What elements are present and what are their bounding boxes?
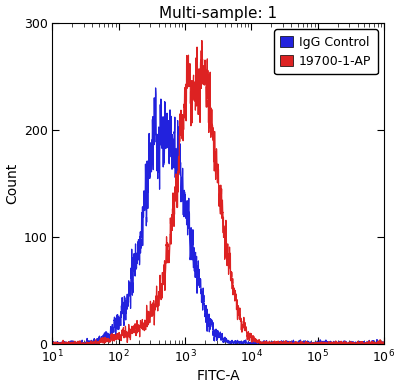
Y-axis label: Count: Count xyxy=(6,163,20,204)
X-axis label: FITC-A: FITC-A xyxy=(196,370,240,384)
Legend: IgG Control, 19700-1-AP: IgG Control, 19700-1-AP xyxy=(274,29,378,74)
Title: Multi-sample: 1: Multi-sample: 1 xyxy=(159,5,277,21)
